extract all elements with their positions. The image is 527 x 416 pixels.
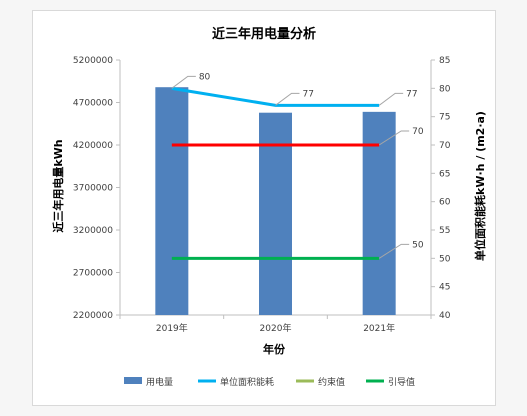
label-leader <box>378 130 410 146</box>
x-axis-title: 年份 <box>263 342 286 356</box>
data-label: 77 <box>406 89 417 99</box>
y2-tick-label: 85 <box>439 56 450 66</box>
legend-swatch <box>124 377 142 384</box>
legend-label: 用电量 <box>146 376 173 388</box>
label-leader <box>275 92 300 106</box>
label-leader <box>378 92 404 106</box>
bar <box>155 87 189 315</box>
y-tick-label: 3200000 <box>73 226 113 236</box>
legend-label: 约束值 <box>318 376 345 388</box>
y2-tick-label: 50 <box>439 254 451 264</box>
y2-tick-label: 70 <box>439 141 451 151</box>
legend-label: 引导值 <box>388 376 415 388</box>
y-tick-label: 2200000 <box>73 311 113 321</box>
x-tick-label: 2021年 <box>363 322 395 334</box>
data-label: 70 <box>412 127 424 137</box>
label-leader <box>171 75 196 89</box>
y2-tick-label: 80 <box>439 84 451 94</box>
plot-area: 2200000 2700000 3200000 3700000 4200000 47000… <box>73 56 451 334</box>
data-label: 80 <box>199 72 211 82</box>
bar <box>259 112 292 315</box>
data-label: 77 <box>303 89 314 99</box>
y-tick-label: 2700000 <box>73 269 113 279</box>
y2-tick-label: 40 <box>439 311 451 321</box>
legend-label: 单位面积能耗 <box>220 376 274 388</box>
data-label: 50 <box>412 240 424 250</box>
y-tick-label: 4700000 <box>73 99 113 109</box>
y2-tick-label: 60 <box>439 198 451 208</box>
y-tick-label: 5200000 <box>73 56 113 66</box>
y-axis-title: 近三年用电量kWh <box>51 139 65 232</box>
x-tick-label: 2019年 <box>156 322 188 334</box>
y-tick-label: 3700000 <box>73 184 113 194</box>
legend: 用电量 单位面积能耗 约束值 引导值 <box>124 376 415 388</box>
y2-tick-label: 75 <box>439 113 450 123</box>
y2-tick-label: 65 <box>439 169 450 179</box>
y2-tick-label: 55 <box>439 226 450 236</box>
series-line <box>171 86 380 107</box>
label-leader <box>378 243 410 259</box>
chart-title: 近三年用电量分析 <box>212 26 316 42</box>
x-tick-label: 2020年 <box>260 322 292 334</box>
y-tick-label: 4200000 <box>73 141 113 151</box>
y2-tick-label: 45 <box>439 283 450 293</box>
y2-axis-title: 单位面积能耗kW·h / (m2·a) <box>473 111 487 261</box>
bar <box>362 111 396 315</box>
